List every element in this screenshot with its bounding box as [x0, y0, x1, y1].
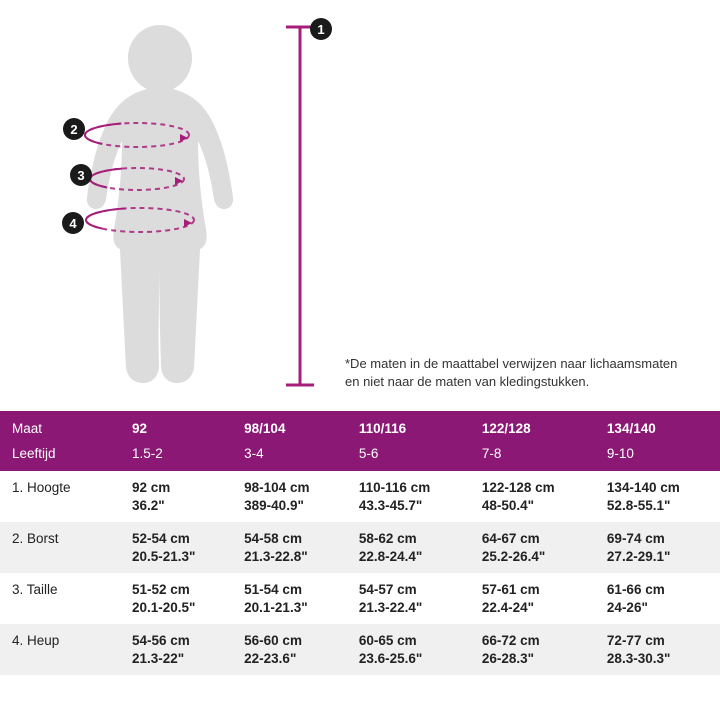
- measure-chest: [80, 120, 195, 150]
- measure-hip: [80, 205, 200, 235]
- cell-cm: 110-116 cm: [359, 479, 464, 497]
- cell-cm: 51-54 cm: [244, 581, 341, 599]
- table-row: 3. Taille 51-52 cm20.1-20.5" 51-54 cm20.…: [0, 573, 720, 624]
- cell-in: 25.2-26.4": [482, 548, 589, 566]
- cell-in: 21.3-22.8": [244, 548, 341, 566]
- age-col-0: 1.5-2: [132, 446, 226, 461]
- size-col-2: 110/116: [359, 421, 464, 436]
- cell-in: 389-40.9": [244, 497, 341, 515]
- header-size-label: Maat: [12, 421, 114, 436]
- cell-cm: 57-61 cm: [482, 581, 589, 599]
- table-row: 1. Hoogte 92 cm36.2" 98-104 cm389-40.9" …: [0, 471, 720, 522]
- figure-area: 1 2 3 4: [0, 0, 360, 411]
- disclaimer-text: *De maten in de maattabel verwijzen naar…: [345, 355, 685, 390]
- age-col-4: 9-10: [607, 446, 714, 461]
- cell-cm: 56-60 cm: [244, 632, 341, 650]
- cell-in: 20.1-21.3": [244, 599, 341, 617]
- cell-cm: 98-104 cm: [244, 479, 341, 497]
- cell-in: 22.8-24.4": [359, 548, 464, 566]
- cell-in: 23.6-25.6": [359, 650, 464, 668]
- row-label: 4. Heup: [0, 624, 120, 675]
- cell-in: 20.1-20.5": [132, 599, 226, 617]
- cell-cm: 72-77 cm: [607, 632, 714, 650]
- cell-cm: 54-58 cm: [244, 530, 341, 548]
- cell-cm: 58-62 cm: [359, 530, 464, 548]
- cell-cm: 60-65 cm: [359, 632, 464, 650]
- cell-cm: 51-52 cm: [132, 581, 226, 599]
- row-label: 2. Borst: [0, 522, 120, 573]
- cell-cm: 122-128 cm: [482, 479, 589, 497]
- cell-in: 36.2": [132, 497, 226, 515]
- badge-2: 2: [63, 118, 85, 140]
- cell-cm: 92 cm: [132, 479, 226, 497]
- age-col-1: 3-4: [244, 446, 341, 461]
- cell-cm: 52-54 cm: [132, 530, 226, 548]
- cell-in: 52.8-55.1": [607, 497, 714, 515]
- height-indicator: [280, 25, 320, 390]
- size-table: Maat Leeftijd 92 1.5-2 98/104 3-4 110/116 5…: [0, 411, 720, 675]
- cell-in: 43.3-45.7": [359, 497, 464, 515]
- header-age-label: Leeftijd: [12, 446, 114, 461]
- table-header: Maat Leeftijd 92 1.5-2 98/104 3-4 110/116 5…: [0, 411, 720, 471]
- row-label: 3. Taille: [0, 573, 120, 624]
- cell-in: 27.2-29.1": [607, 548, 714, 566]
- badge-4: 4: [62, 212, 84, 234]
- diagram-section: 1 2 3 4 *De maten in de maattabel verwij…: [0, 0, 720, 411]
- cell-cm: 54-57 cm: [359, 581, 464, 599]
- age-col-3: 7-8: [482, 446, 589, 461]
- table-row: 2. Borst 52-54 cm20.5-21.3" 54-58 cm21.3…: [0, 522, 720, 573]
- cell-cm: 69-74 cm: [607, 530, 714, 548]
- badge-1: 1: [310, 18, 332, 40]
- size-col-3: 122/128: [482, 421, 589, 436]
- cell-in: 48-50.4": [482, 497, 589, 515]
- cell-cm: 64-67 cm: [482, 530, 589, 548]
- age-col-2: 5-6: [359, 446, 464, 461]
- badge-3: 3: [70, 164, 92, 186]
- size-col-1: 98/104: [244, 421, 341, 436]
- cell-cm: 54-56 cm: [132, 632, 226, 650]
- cell-in: 22.4-24": [482, 599, 589, 617]
- cell-cm: 66-72 cm: [482, 632, 589, 650]
- cell-in: 22-23.6": [244, 650, 341, 668]
- table-row: 4. Heup 54-56 cm21.3-22" 56-60 cm22-23.6…: [0, 624, 720, 675]
- row-label: 1. Hoogte: [0, 471, 120, 522]
- cell-in: 21.3-22": [132, 650, 226, 668]
- cell-cm: 61-66 cm: [607, 581, 714, 599]
- table-body: 1. Hoogte 92 cm36.2" 98-104 cm389-40.9" …: [0, 471, 720, 675]
- size-col-0: 92: [132, 421, 226, 436]
- size-chart-infographic: 1 2 3 4 *De maten in de maattabel verwij…: [0, 0, 720, 675]
- cell-cm: 134-140 cm: [607, 479, 714, 497]
- cell-in: 28.3-30.3": [607, 650, 714, 668]
- size-col-4: 134/140: [607, 421, 714, 436]
- cell-in: 26-28.3": [482, 650, 589, 668]
- cell-in: 20.5-21.3": [132, 548, 226, 566]
- cell-in: 24-26": [607, 599, 714, 617]
- measure-waist: [85, 165, 190, 193]
- cell-in: 21.3-22.4": [359, 599, 464, 617]
